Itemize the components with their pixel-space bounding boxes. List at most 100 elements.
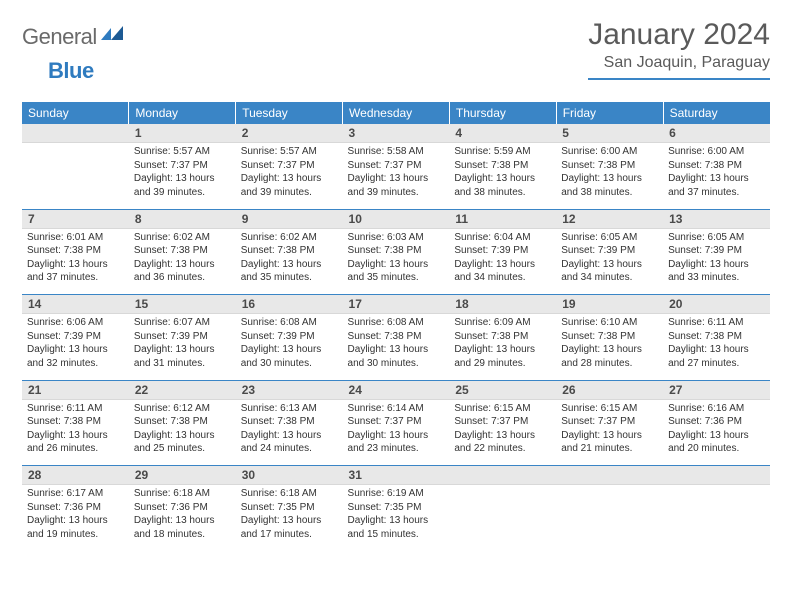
- sunset-text: Sunset: 7:38 PM: [27, 244, 124, 258]
- daylight-text: Daylight: 13 hours and 31 minutes.: [134, 343, 231, 370]
- sunrise-text: Sunrise: 6:19 AM: [348, 487, 445, 501]
- sunset-text: Sunset: 7:38 PM: [454, 159, 551, 173]
- day-details: Sunrise: 6:19 AMSunset: 7:35 PMDaylight:…: [343, 485, 450, 545]
- day-details: Sunrise: 5:57 AMSunset: 7:37 PMDaylight:…: [236, 143, 343, 203]
- sunrise-text: Sunrise: 5:58 AM: [348, 145, 445, 159]
- day-number: 11: [449, 210, 556, 229]
- sunrise-text: Sunrise: 6:08 AM: [348, 316, 445, 330]
- day-details: Sunrise: 6:03 AMSunset: 7:38 PMDaylight:…: [343, 229, 450, 289]
- daylight-text: Daylight: 13 hours and 37 minutes.: [668, 172, 765, 199]
- calendar-day-cell: 27Sunrise: 6:16 AMSunset: 7:36 PMDayligh…: [663, 381, 770, 466]
- day-number: [22, 124, 129, 143]
- sunrise-text: Sunrise: 6:16 AM: [668, 402, 765, 416]
- day-number: 29: [129, 466, 236, 485]
- sunrise-text: Sunrise: 6:15 AM: [454, 402, 551, 416]
- calendar-day-cell: 4 Sunrise: 5:59 AMSunset: 7:38 PMDaylight…: [449, 124, 556, 209]
- day-number: 14: [22, 295, 129, 314]
- daylight-text: Daylight: 13 hours and 30 minutes.: [348, 343, 445, 370]
- calendar-day-cell: 21Sunrise: 6:11 AMSunset: 7:38 PMDayligh…: [22, 381, 129, 466]
- day-number: 21: [22, 381, 129, 400]
- sunrise-text: Sunrise: 6:00 AM: [561, 145, 658, 159]
- daylight-text: Daylight: 13 hours and 25 minutes.: [134, 429, 231, 456]
- sunset-text: Sunset: 7:35 PM: [241, 501, 338, 515]
- calendar-week-row: 28Sunrise: 6:17 AMSunset: 7:36 PMDayligh…: [22, 466, 770, 551]
- day-details: Sunrise: 6:08 AMSunset: 7:38 PMDaylight:…: [343, 314, 450, 374]
- daylight-text: Daylight: 13 hours and 34 minutes.: [454, 258, 551, 285]
- daylight-text: Daylight: 13 hours and 39 minutes.: [134, 172, 231, 199]
- weekday-header: Saturday: [663, 102, 770, 124]
- sunrise-text: Sunrise: 6:17 AM: [27, 487, 124, 501]
- daylight-text: Daylight: 13 hours and 17 minutes.: [241, 514, 338, 541]
- day-number: 6: [663, 124, 770, 143]
- calendar-day-cell: 6Sunrise: 6:00 AMSunset: 7:38 PMDaylight…: [663, 124, 770, 209]
- sunrise-text: Sunrise: 5:57 AM: [134, 145, 231, 159]
- sunset-text: Sunset: 7:38 PM: [348, 330, 445, 344]
- day-details: Sunrise: 6:02 AMSunset: 7:38 PMDaylight:…: [236, 229, 343, 289]
- day-number: 15: [129, 295, 236, 314]
- calendar-day-cell: 22Sunrise: 6:12 AMSunset: 7:38 PMDayligh…: [129, 381, 236, 466]
- day-number: [663, 466, 770, 485]
- day-details: Sunrise: 6:05 AMSunset: 7:39 PMDaylight:…: [556, 229, 663, 289]
- sunrise-text: Sunrise: 5:59 AM: [454, 145, 551, 159]
- day-details: [449, 485, 556, 545]
- day-number: 4: [449, 124, 556, 143]
- sunset-text: Sunset: 7:36 PM: [668, 415, 765, 429]
- calendar-week-row: 7Sunrise: 6:01 AMSunset: 7:38 PMDaylight…: [22, 210, 770, 295]
- sunset-text: Sunset: 7:38 PM: [348, 244, 445, 258]
- day-details: [556, 485, 663, 545]
- calendar-week-row: 1Sunrise: 5:57 AMSunset: 7:37 PMDaylight…: [22, 124, 770, 209]
- daylight-text: Daylight: 13 hours and 29 minutes.: [454, 343, 551, 370]
- day-details: Sunrise: 6:17 AMSunset: 7:36 PMDaylight:…: [22, 485, 129, 545]
- sunrise-text: Sunrise: 6:02 AM: [134, 231, 231, 245]
- brand-text-general: General: [22, 24, 97, 50]
- sunrise-text: Sunrise: 6:18 AM: [241, 487, 338, 501]
- day-details: Sunrise: 6:08 AMSunset: 7:39 PMDaylight:…: [236, 314, 343, 374]
- day-number: 2: [236, 124, 343, 143]
- weekday-header: Thursday: [449, 102, 556, 124]
- calendar-empty-cell: [22, 124, 129, 209]
- day-details: Sunrise: 6:16 AMSunset: 7:36 PMDaylight:…: [663, 400, 770, 460]
- sunset-text: Sunset: 7:36 PM: [134, 501, 231, 515]
- calendar-day-cell: 17Sunrise: 6:08 AMSunset: 7:38 PMDayligh…: [343, 295, 450, 380]
- weekday-header: Sunday: [22, 102, 129, 124]
- sunrise-text: Sunrise: 6:10 AM: [561, 316, 658, 330]
- sunset-text: Sunset: 7:38 PM: [134, 415, 231, 429]
- calendar-empty-cell: [663, 466, 770, 551]
- daylight-text: Daylight: 13 hours and 33 minutes.: [668, 258, 765, 285]
- daylight-text: Daylight: 13 hours and 30 minutes.: [241, 343, 338, 370]
- daylight-text: Daylight: 13 hours and 18 minutes.: [134, 514, 231, 541]
- day-number: 20: [663, 295, 770, 314]
- calendar-empty-cell: [449, 466, 556, 551]
- calendar-week-row: 21Sunrise: 6:11 AMSunset: 7:38 PMDayligh…: [22, 381, 770, 466]
- daylight-text: Daylight: 13 hours and 35 minutes.: [348, 258, 445, 285]
- sunset-text: Sunset: 7:37 PM: [561, 415, 658, 429]
- sunrise-text: Sunrise: 6:12 AM: [134, 402, 231, 416]
- day-details: Sunrise: 6:12 AMSunset: 7:38 PMDaylight:…: [129, 400, 236, 460]
- calendar-table: SundayMondayTuesdayWednesdayThursdayFrid…: [22, 102, 770, 551]
- day-number: 3: [343, 124, 450, 143]
- calendar-day-cell: 1Sunrise: 5:57 AMSunset: 7:37 PMDaylight…: [129, 124, 236, 209]
- calendar-day-cell: 9Sunrise: 6:02 AMSunset: 7:38 PMDaylight…: [236, 210, 343, 295]
- day-number: 9: [236, 210, 343, 229]
- calendar-day-cell: 3Sunrise: 5:58 AMSunset: 7:37 PMDaylight…: [343, 124, 450, 209]
- sunrise-text: Sunrise: 6:11 AM: [27, 402, 124, 416]
- calendar-day-cell: 15Sunrise: 6:07 AMSunset: 7:39 PMDayligh…: [129, 295, 236, 380]
- day-number: 5: [556, 124, 663, 143]
- daylight-text: Daylight: 13 hours and 38 minutes.: [454, 172, 551, 199]
- calendar-day-cell: 23Sunrise: 6:13 AMSunset: 7:38 PMDayligh…: [236, 381, 343, 466]
- day-details: Sunrise: 6:01 AMSunset: 7:38 PMDaylight:…: [22, 229, 129, 289]
- calendar-day-cell: 14Sunrise: 6:06 AMSunset: 7:39 PMDayligh…: [22, 295, 129, 380]
- day-number: 22: [129, 381, 236, 400]
- day-number: 13: [663, 210, 770, 229]
- calendar-day-cell: 11Sunrise: 6:04 AMSunset: 7:39 PMDayligh…: [449, 210, 556, 295]
- sunset-text: Sunset: 7:39 PM: [241, 330, 338, 344]
- sunrise-text: Sunrise: 6:05 AM: [668, 231, 765, 245]
- sunrise-text: Sunrise: 6:09 AM: [454, 316, 551, 330]
- weekday-header: Tuesday: [236, 102, 343, 124]
- title-block: January 2024 San Joaquin, Paraguay: [588, 18, 770, 80]
- sunrise-text: Sunrise: 6:18 AM: [134, 487, 231, 501]
- calendar-day-cell: 12Sunrise: 6:05 AMSunset: 7:39 PMDayligh…: [556, 210, 663, 295]
- day-details: Sunrise: 6:10 AMSunset: 7:38 PMDaylight:…: [556, 314, 663, 374]
- sunset-text: Sunset: 7:38 PM: [241, 415, 338, 429]
- day-details: Sunrise: 6:11 AMSunset: 7:38 PMDaylight:…: [663, 314, 770, 374]
